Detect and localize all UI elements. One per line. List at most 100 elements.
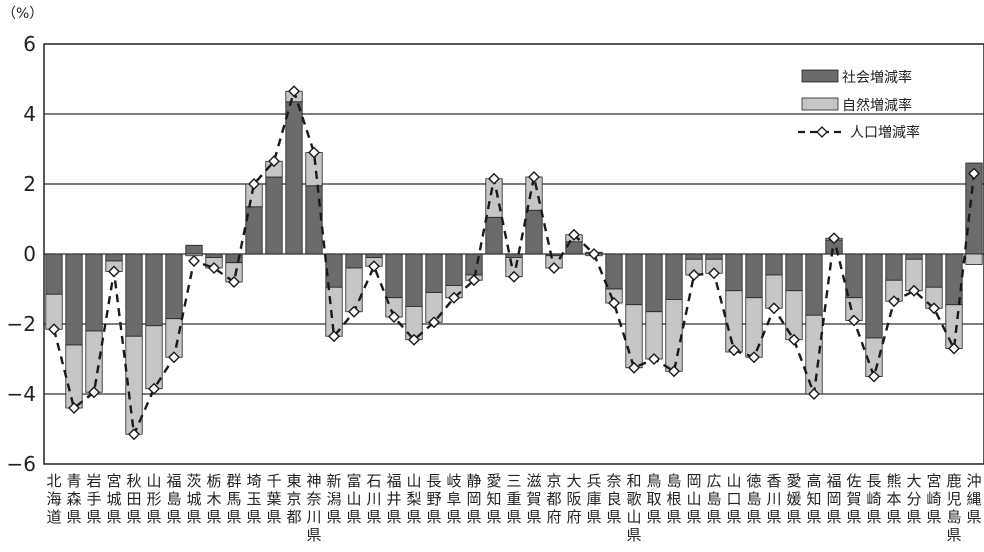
x-tick-label: 新潟県 bbox=[326, 472, 341, 526]
x-tick-label: 静岡県 bbox=[466, 472, 481, 526]
population-point bbox=[268, 155, 280, 168]
x-tick-label: 大阪府 bbox=[566, 472, 581, 526]
bar-natural bbox=[65, 344, 83, 409]
plot-frame bbox=[43, 43, 984, 465]
x-tick-label: 兵庫県 bbox=[586, 472, 601, 526]
x-tick-label: 福井県 bbox=[386, 472, 401, 526]
x-tick-label: 石川県 bbox=[366, 472, 381, 526]
x-tick-label: 岩手県 bbox=[86, 472, 101, 526]
bar-natural bbox=[725, 290, 743, 353]
population-point bbox=[388, 311, 400, 323]
bar-social bbox=[305, 185, 323, 255]
population-point bbox=[228, 276, 240, 288]
bar-natural bbox=[345, 267, 363, 313]
bar-natural bbox=[665, 299, 683, 372]
population-point bbox=[748, 351, 760, 364]
legend-swatch bbox=[801, 69, 839, 83]
y-axis-ticks: −6 −4 −2 0 2 4 6 bbox=[7, 32, 36, 476]
population-point bbox=[128, 428, 140, 441]
x-tick-label: 青森県 bbox=[66, 472, 81, 526]
population-point bbox=[188, 255, 200, 267]
x-tick-label: 埼玉県 bbox=[246, 472, 261, 526]
bar-social bbox=[905, 253, 923, 260]
bar-social bbox=[205, 253, 223, 258]
population-point bbox=[908, 284, 920, 297]
x-tick-label: 茨城県 bbox=[186, 472, 201, 526]
bar-social bbox=[365, 253, 383, 258]
population-point bbox=[248, 178, 260, 190]
x-tick-label: 鳥取県 bbox=[646, 472, 661, 526]
y-tick-label: −6 bbox=[7, 452, 36, 476]
bar-social bbox=[525, 209, 543, 255]
y-axis-unit-label: （%） bbox=[2, 6, 43, 22]
bar-social bbox=[865, 253, 883, 339]
x-tick-label: 宮城県 bbox=[106, 472, 121, 526]
bar-natural bbox=[85, 330, 103, 393]
population-point bbox=[548, 262, 560, 274]
bar-social bbox=[45, 253, 63, 295]
population-line-series bbox=[48, 85, 980, 441]
bar-social bbox=[785, 253, 803, 292]
bar-social bbox=[685, 253, 703, 260]
legend-label: 自然増減率 bbox=[842, 97, 912, 114]
bar-social bbox=[925, 253, 943, 288]
bar-social bbox=[645, 253, 663, 313]
population-point bbox=[568, 228, 580, 241]
x-tick-label: 宮崎県 bbox=[926, 472, 941, 526]
x-tick-label: 山口県 bbox=[726, 472, 741, 526]
population-point bbox=[108, 265, 120, 278]
bar-social bbox=[505, 253, 523, 258]
bar-natural bbox=[645, 311, 663, 360]
bar-social bbox=[885, 253, 903, 281]
bar-social bbox=[105, 253, 123, 262]
bar-social bbox=[125, 253, 143, 337]
population-point bbox=[408, 333, 420, 346]
population-point bbox=[848, 314, 860, 327]
x-tick-label: 福岡県 bbox=[826, 472, 841, 526]
bar-social bbox=[85, 253, 103, 332]
y-tick-label: 4 bbox=[23, 102, 36, 126]
bar-social bbox=[425, 253, 443, 293]
population-point bbox=[828, 232, 840, 245]
bar-social bbox=[705, 253, 723, 260]
population-point bbox=[628, 361, 640, 374]
population-point bbox=[868, 370, 880, 383]
bar-social bbox=[625, 253, 643, 306]
bars bbox=[45, 90, 983, 435]
x-tick-label: 長野県 bbox=[426, 472, 441, 526]
population-point bbox=[888, 295, 900, 308]
bar-social bbox=[285, 101, 303, 255]
population-point bbox=[148, 382, 160, 395]
bar-social bbox=[145, 253, 163, 327]
bar-natural bbox=[805, 314, 823, 395]
x-tick-label: 富山県 bbox=[346, 472, 361, 526]
legend-label: 人口増減率 bbox=[850, 124, 920, 141]
bar-social bbox=[605, 253, 623, 290]
x-tick-label: 神奈川県 bbox=[306, 472, 321, 544]
x-tick-label: 奈良県 bbox=[606, 472, 621, 526]
population-point bbox=[488, 172, 500, 185]
bar-social bbox=[765, 253, 783, 276]
bar-social bbox=[185, 244, 203, 255]
bar-social bbox=[665, 253, 683, 300]
bar-social bbox=[725, 253, 743, 292]
population-point bbox=[508, 270, 520, 283]
population-point bbox=[428, 316, 440, 329]
x-tick-label: 栃木県 bbox=[206, 472, 221, 526]
y-tick-label: 6 bbox=[23, 32, 36, 56]
population-point bbox=[708, 267, 720, 280]
y-tick-label: 2 bbox=[23, 172, 36, 196]
x-tick-label: 沖縄県 bbox=[966, 472, 981, 526]
x-tick-label: 京都府 bbox=[546, 472, 561, 526]
population-point bbox=[808, 388, 820, 400]
bar-social bbox=[805, 253, 823, 316]
x-tick-label: 山梨県 bbox=[406, 472, 421, 526]
population-point bbox=[348, 305, 360, 318]
y-tick-label: −4 bbox=[7, 382, 36, 406]
population-point bbox=[528, 171, 540, 183]
y-tick-label: 0 bbox=[23, 242, 36, 266]
population-point bbox=[448, 291, 460, 304]
bar-social bbox=[385, 253, 403, 299]
bar-social bbox=[65, 253, 83, 346]
